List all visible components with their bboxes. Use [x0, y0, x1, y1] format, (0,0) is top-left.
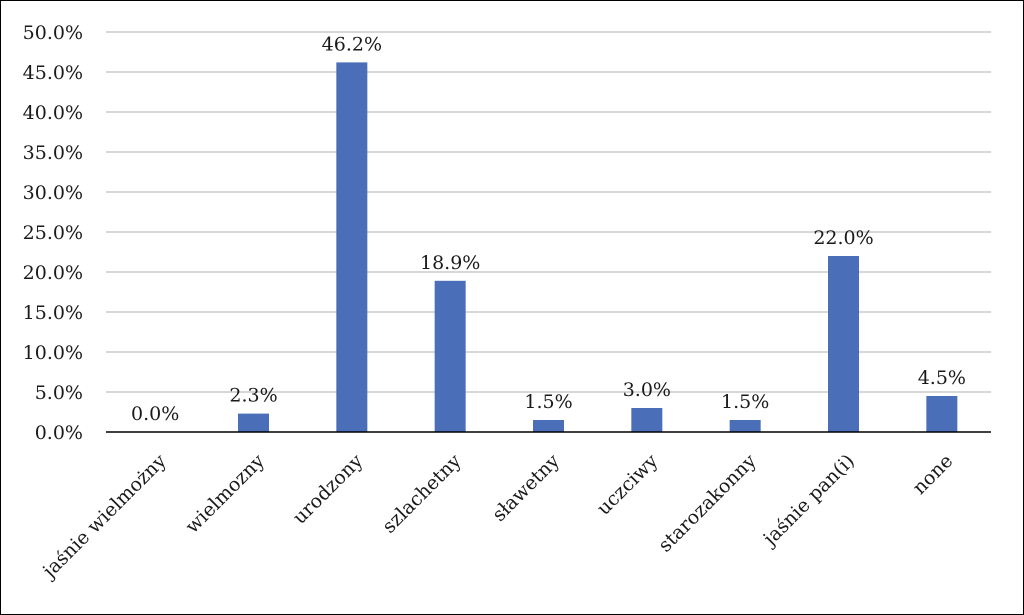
data-label: 3.0%: [623, 379, 671, 401]
bar: [631, 408, 663, 432]
category-label: urodzony: [289, 450, 368, 529]
bar: [926, 396, 958, 432]
y-tick-label: 25.0%: [23, 222, 83, 244]
y-tick-label: 15.0%: [23, 302, 83, 324]
data-label: 22.0%: [813, 227, 873, 249]
bar: [238, 413, 269, 432]
y-tick-label: 20.0%: [23, 262, 83, 284]
bar: [533, 420, 564, 432]
category-label: szlachetny: [378, 450, 466, 538]
data-label: 18.9%: [420, 252, 480, 274]
category-label: sławetny: [488, 450, 564, 526]
data-label: 46.2%: [322, 33, 382, 55]
y-tick-label: 45.0%: [23, 62, 83, 84]
y-tick-label: 5.0%: [35, 382, 83, 404]
y-tick-label: 10.0%: [23, 342, 83, 364]
category-labels: jaśnie wielmożny wielmozny urodzony szlache…: [37, 450, 957, 584]
bar: [434, 280, 466, 432]
category-label: uczciwy: [593, 450, 663, 520]
bar: [336, 62, 368, 433]
y-tick-label: 50.0%: [23, 22, 83, 44]
data-labels: 0.0% 2.3% 46.2% 18.9% 1.5% 3.0% 1.5% 22.0% 4.5%: [131, 33, 966, 425]
bars: [238, 62, 958, 433]
data-label: 1.5%: [524, 391, 572, 413]
data-label: 1.5%: [721, 391, 769, 413]
y-tick-label: 0.0%: [35, 422, 83, 444]
bar: [729, 420, 761, 432]
category-label: jaśnie wielmożny: [37, 450, 171, 584]
y-tick-label: 40.0%: [23, 102, 83, 124]
data-label: 4.5%: [918, 367, 966, 389]
category-label: none: [908, 450, 957, 499]
y-tick-label: 35.0%: [23, 142, 83, 164]
category-label: jaśnie pan(i): [758, 450, 859, 551]
category-label: starozakonny: [654, 450, 761, 557]
y-tick-label: 30.0%: [23, 182, 83, 204]
data-label: 0.0%: [131, 403, 179, 425]
data-label: 2.3%: [229, 385, 277, 407]
bar: [828, 256, 859, 432]
category-label: wielmozny: [181, 450, 269, 538]
y-axis-tick-labels: 0.0% 5.0% 10.0% 15.0% 20.0% 25.0% 30.0% 35.0% 40…: [23, 22, 83, 444]
